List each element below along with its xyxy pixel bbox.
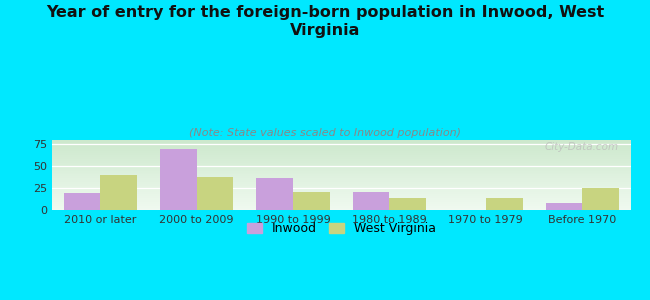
- Text: (Note: State values scaled to Inwood population): (Note: State values scaled to Inwood pop…: [189, 128, 461, 137]
- Bar: [100, 175, 137, 210]
- Bar: [293, 192, 330, 210]
- Text: City-Data.com: City-Data.com: [545, 142, 619, 152]
- Bar: [545, 203, 582, 210]
- Bar: [486, 198, 523, 210]
- Bar: [582, 188, 619, 210]
- Bar: [160, 149, 196, 210]
- Bar: [256, 178, 293, 210]
- Bar: [196, 176, 233, 210]
- Bar: [353, 192, 389, 210]
- Text: Year of entry for the foreign-born population in Inwood, West
Virginia: Year of entry for the foreign-born popul…: [46, 4, 604, 38]
- Bar: [389, 198, 426, 210]
- Bar: [64, 193, 100, 210]
- Legend: Inwood, West Virginia: Inwood, West Virginia: [242, 218, 441, 240]
